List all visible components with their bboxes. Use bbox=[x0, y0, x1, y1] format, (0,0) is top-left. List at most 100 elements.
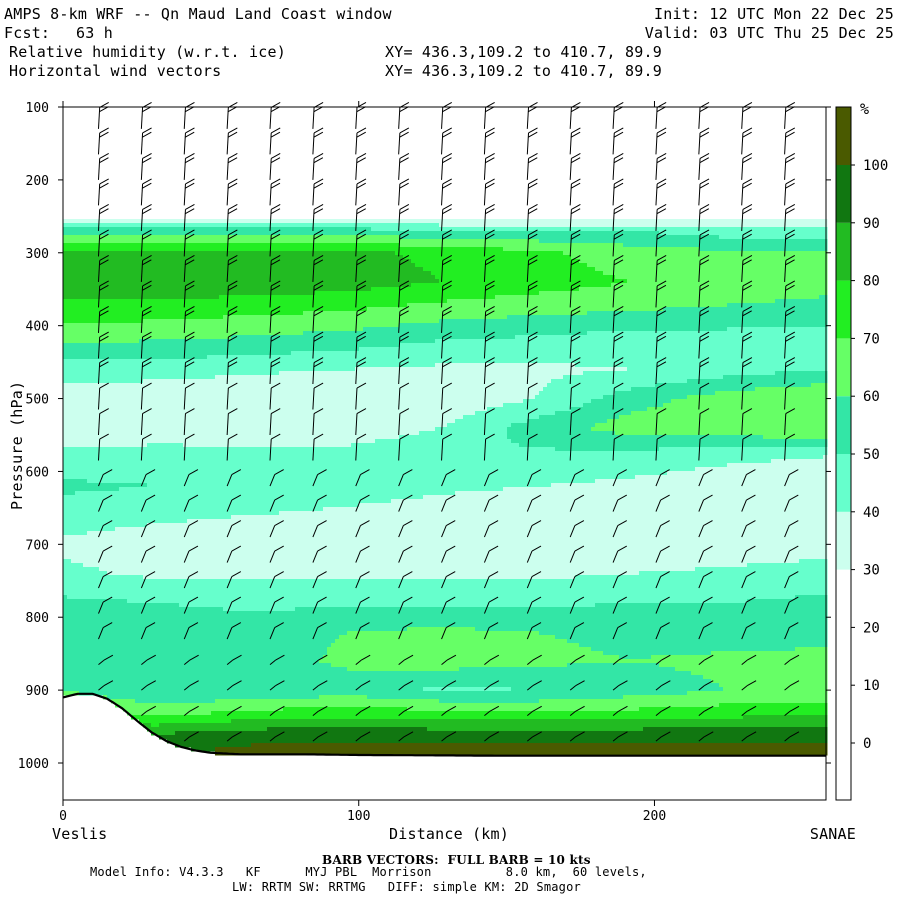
rh-cell bbox=[111, 603, 116, 608]
rh-cell bbox=[79, 347, 84, 352]
rh-cell bbox=[67, 307, 72, 312]
rh-cell bbox=[71, 339, 76, 344]
rh-cell bbox=[79, 399, 84, 404]
rh-cell bbox=[75, 663, 80, 668]
rh-cell bbox=[75, 315, 80, 320]
rh-cell bbox=[79, 663, 84, 668]
rh-cell bbox=[79, 279, 84, 284]
rh-cell bbox=[79, 571, 84, 576]
rh-cell bbox=[79, 491, 84, 496]
rh-cell bbox=[79, 603, 84, 608]
rh-cell bbox=[107, 531, 112, 536]
rh-cell bbox=[67, 587, 72, 592]
rh-cell bbox=[75, 543, 80, 548]
rh-cell bbox=[63, 311, 68, 316]
rh-cell bbox=[91, 443, 96, 448]
rh-cell bbox=[67, 331, 72, 336]
rh-cell bbox=[87, 427, 92, 432]
rh-cell bbox=[103, 679, 108, 684]
rh-cell bbox=[107, 379, 112, 384]
rh-cell bbox=[75, 343, 80, 348]
rh-cell bbox=[79, 331, 84, 336]
rh-cell bbox=[63, 259, 68, 264]
rh-cell bbox=[99, 535, 104, 540]
rh-cell bbox=[87, 643, 92, 648]
rh-cell bbox=[111, 659, 116, 664]
rh-cell bbox=[75, 303, 80, 308]
rh-cell bbox=[111, 311, 116, 316]
rh-cell bbox=[95, 683, 100, 688]
rh-cell bbox=[95, 671, 100, 676]
rh-cell bbox=[91, 439, 96, 444]
rh-cell bbox=[71, 427, 76, 432]
rh-cell bbox=[111, 435, 116, 440]
rh-cell bbox=[63, 495, 68, 500]
rh-cell bbox=[75, 227, 80, 232]
rh-cell bbox=[79, 535, 84, 540]
rh-cell bbox=[107, 443, 112, 448]
rh-cell bbox=[91, 627, 96, 632]
rh-cell bbox=[75, 415, 80, 420]
rh-cell bbox=[63, 691, 68, 696]
rh-cell bbox=[87, 607, 92, 612]
rh-cell bbox=[83, 495, 88, 500]
rh-cell bbox=[103, 675, 108, 680]
rh-cell bbox=[95, 499, 100, 504]
rh-cell bbox=[115, 391, 120, 396]
rh-cell bbox=[91, 355, 96, 360]
rh-cell bbox=[95, 591, 100, 596]
rh-cell bbox=[63, 387, 68, 392]
rh-cell bbox=[79, 559, 84, 564]
rh-cell bbox=[111, 587, 116, 592]
rh-cell bbox=[91, 639, 96, 644]
rh-cell bbox=[115, 427, 120, 432]
rh-cell bbox=[107, 567, 112, 572]
rh-cell bbox=[79, 355, 84, 360]
rh-cell bbox=[83, 571, 88, 576]
rh-cell bbox=[71, 391, 76, 396]
rh-cell bbox=[79, 219, 84, 224]
rh-cell bbox=[111, 615, 116, 620]
rh-cell bbox=[107, 359, 112, 364]
rh-cell bbox=[75, 283, 80, 288]
rh-cell bbox=[115, 551, 120, 556]
rh-cell bbox=[79, 567, 84, 572]
rh-cell bbox=[83, 395, 88, 400]
rh-cell bbox=[111, 599, 116, 604]
rh-cell bbox=[87, 383, 92, 388]
rh-cell bbox=[71, 571, 76, 576]
rh-cell bbox=[83, 671, 88, 676]
rh-cell bbox=[79, 683, 84, 688]
rh-cell bbox=[75, 399, 80, 404]
rh-cell bbox=[91, 655, 96, 660]
rh-cell bbox=[107, 479, 112, 484]
rh-cell bbox=[115, 331, 120, 336]
rh-cell bbox=[115, 615, 120, 620]
rh-cell bbox=[71, 323, 76, 328]
rh-cell bbox=[75, 259, 80, 264]
rh-cell bbox=[111, 263, 116, 268]
rh-cell bbox=[75, 635, 80, 640]
rh-cell bbox=[83, 275, 88, 280]
rh-cell bbox=[111, 455, 116, 460]
rh-cell bbox=[91, 599, 96, 604]
rh-cell bbox=[91, 559, 96, 564]
rh-cell bbox=[79, 659, 84, 664]
rh-cell bbox=[67, 379, 72, 384]
rh-cell bbox=[79, 463, 84, 468]
rh-cell bbox=[67, 527, 72, 532]
rh-cell bbox=[67, 495, 72, 500]
rh-cell bbox=[103, 239, 108, 244]
rh-cell bbox=[75, 687, 80, 692]
rh-cell bbox=[83, 679, 88, 684]
rh-cell bbox=[79, 619, 84, 624]
rh-cell bbox=[91, 643, 96, 648]
rh-cell bbox=[71, 595, 76, 600]
rh-cell bbox=[115, 267, 120, 272]
rh-cell bbox=[79, 479, 84, 484]
rh-cell bbox=[91, 307, 96, 312]
rh-cell bbox=[71, 303, 76, 308]
rh-cell bbox=[79, 579, 84, 584]
rh-cell bbox=[67, 671, 72, 676]
rh-cell bbox=[107, 427, 112, 432]
